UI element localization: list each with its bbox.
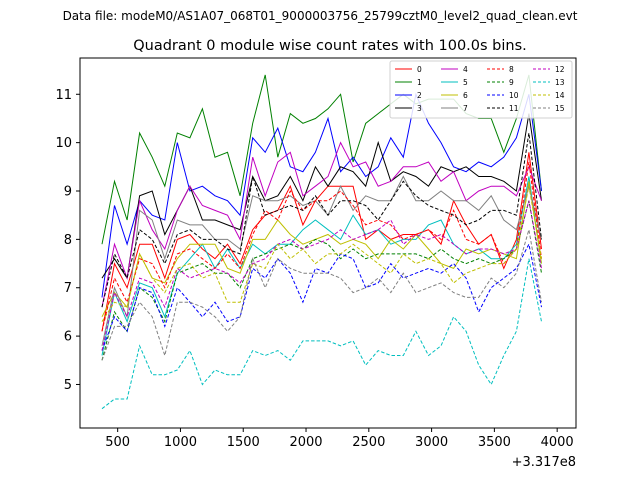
legend-label-14: 14 [555,91,565,100]
y-tick-label: 6 [64,330,72,345]
x-tick-label: 4000 [541,435,574,450]
series-line-8 [101,161,542,332]
x-tick-label: 1500 [227,435,260,450]
legend-label-10: 10 [509,91,519,100]
x-axis-offset-label: +3.317e8 [512,455,576,470]
x-tick-label: 500 [105,435,130,450]
legend-label-5: 5 [463,78,468,87]
x-tick-label: 2000 [289,435,322,450]
x-tick-label: 3500 [478,435,511,450]
legend-label-6: 6 [463,91,468,100]
legend-label-3: 3 [417,104,422,113]
legend-label-8: 8 [509,65,514,74]
series-line-4 [101,141,542,308]
x-tick-label: 3000 [415,435,448,450]
x-tick-label: 1000 [164,435,197,450]
legend-label-1: 1 [417,78,422,87]
legend-label-15: 15 [555,104,565,113]
series-line-15 [101,229,542,361]
series-line-12 [101,200,542,351]
legend-label-11: 11 [509,104,519,113]
y-tick-label: 9 [64,185,72,200]
series-line-11 [101,132,542,308]
legend-label-0: 0 [417,65,422,74]
x-tick-label: 2500 [352,435,385,450]
series-line-0 [101,152,542,332]
legend-label-4: 4 [463,65,468,74]
x-axis: 500 1000 1500 2000 2500 3000 3500 4000 [105,428,574,450]
axes-frame [79,57,577,429]
series-line-3 [101,113,542,280]
y-tick-label: 5 [64,378,72,393]
series-line-7 [101,175,542,346]
legend-box [389,60,573,119]
legend-label-13: 13 [555,78,565,87]
legend-label-9: 9 [509,78,514,87]
y-tick-label: 11 [55,88,72,103]
y-tick-label: 7 [64,281,72,296]
legend-label-7: 7 [463,104,468,113]
y-axis: 5 6 7 8 9 10 11 [55,88,80,393]
chart-suptitle: Data file: modeM0/AS1A07_068T01_90000037… [63,9,578,23]
series-line-14 [101,186,542,322]
series-layer [101,74,542,410]
legend-label-12: 12 [555,65,565,74]
series-line-13 [101,258,542,410]
chart-title: Quadrant 0 module wise count rates with … [133,38,527,54]
series-line-2 [101,92,542,298]
series-line-6 [101,181,542,318]
series-line-10 [101,242,542,351]
y-tick-label: 8 [64,233,72,248]
legend-label-2: 2 [417,91,422,100]
y-tick-label: 10 [55,136,72,151]
plot-area [79,57,577,429]
